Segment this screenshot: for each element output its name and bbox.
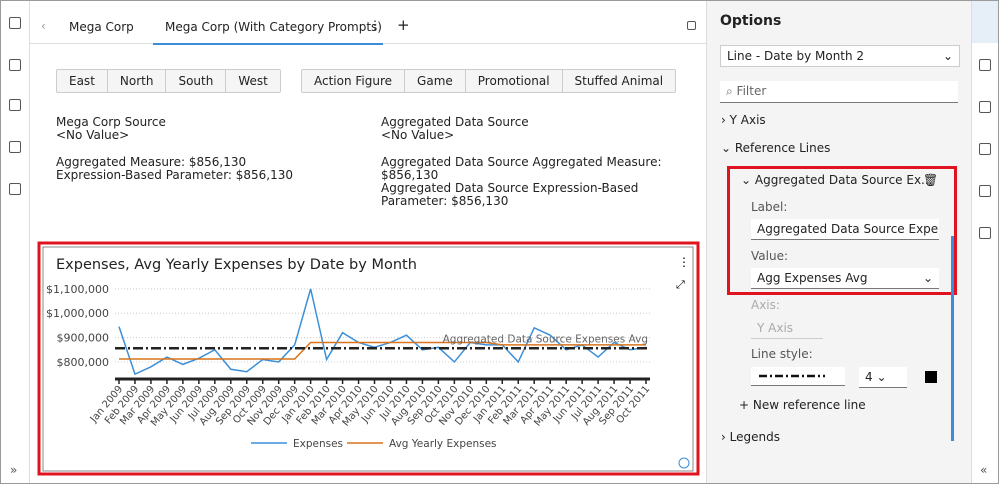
select-value: Y Axis	[757, 321, 794, 335]
section[interactable]: ⌄ Reference Lines	[721, 141, 831, 155]
filter-button[interactable]: Stuffed Animal	[574, 74, 664, 88]
idea-icon[interactable]	[9, 141, 21, 153]
region-filter: East North South West	[56, 69, 281, 93]
width-select[interactable]: 4 ⌄	[859, 367, 907, 388]
chart-expand[interactable]: ⤢	[676, 278, 685, 291]
tool-icon[interactable]	[979, 227, 991, 239]
tab-back[interactable]: ‹	[41, 19, 46, 33]
info-line: Aggregated Data Source Expression-Based …	[381, 181, 639, 208]
expand-icon[interactable]: »	[10, 463, 18, 477]
tool-icon[interactable]	[979, 59, 991, 71]
tab[interactable]: Mega Corp	[69, 20, 134, 34]
left-toolbar: »	[1, 1, 30, 483]
y-tick-label: $1,000,000	[46, 307, 109, 320]
legend-label: Avg Yearly Expenses	[389, 438, 497, 450]
report-icon[interactable]	[9, 183, 21, 195]
delete-icon[interactable]: 🗑	[923, 173, 939, 187]
filter-button[interactable]: Promotional	[466, 70, 563, 92]
tool-icon[interactable]	[979, 185, 991, 197]
options-tab[interactable]	[972, 1, 998, 43]
filter-button[interactable]: South	[166, 70, 227, 92]
color-swatch[interactable]	[925, 371, 937, 383]
series-line	[118, 288, 647, 376]
section-label: Y Axis	[729, 113, 766, 127]
add-tab[interactable]: +	[397, 16, 410, 34]
info-line: Aggregated Measure: $856,130	[56, 155, 247, 169]
value-select[interactable]: Agg Expenses Avg ⌄	[751, 268, 939, 289]
tool-icon[interactable]	[979, 101, 991, 113]
label-input[interactable]: Aggregated Data Source Expenses	[751, 219, 939, 240]
options-title: Options	[720, 13, 782, 29]
reference-header[interactable]: ⌄ Aggregated Data Source Ex...	[741, 173, 933, 187]
chart-menu[interactable]: ⋮	[678, 255, 690, 269]
section[interactable]: › Legends	[721, 430, 780, 444]
caption: Axis:	[751, 298, 780, 312]
style-select[interactable]	[751, 367, 845, 386]
category-filter: Action Figure Game Promotional Stuffed Anim…	[301, 69, 677, 93]
filter-button[interactable]: North	[108, 70, 167, 92]
info-right: Aggregated Data Source <No Value> Aggregat…	[381, 116, 691, 208]
active-tab[interactable]: Mega Corp (With Category Prompts) ⋮	[153, 1, 383, 45]
collapse-icon[interactable]: «	[980, 463, 988, 477]
list-icon[interactable]	[9, 99, 21, 111]
window-icon[interactable]	[687, 21, 696, 30]
placeholder: Filter	[736, 84, 767, 98]
y-tick-label: $900,000	[57, 332, 110, 345]
select-value: 4	[865, 370, 873, 384]
y-tick-label: $1,100,000	[46, 283, 109, 296]
info-left: Mega Corp Source <No Value> Aggregated Mea…	[56, 116, 293, 182]
info-icon[interactable]	[678, 457, 690, 469]
highlight	[727, 166, 957, 295]
legend-label: Expenses	[293, 438, 343, 450]
info-line: Aggregated Data Source	[381, 115, 529, 129]
chevron: ⌄	[922, 271, 933, 285]
caption: Line style:	[751, 347, 813, 361]
select-value: Agg Expenses Avg	[757, 271, 868, 285]
section-label: Legends	[729, 430, 780, 444]
info-line: <No Value>	[381, 128, 455, 142]
reference-name: Aggregated Data Source Ex...	[754, 173, 933, 187]
tab-bar: ‹ Mega Corp Mega Corp (With Category Pro…	[29, 1, 706, 45]
info-line: Aggregated Data Source Aggregated Measur…	[381, 155, 662, 182]
filter-button[interactable]: East	[57, 70, 108, 92]
chart-icon[interactable]	[9, 59, 21, 71]
tab-menu[interactable]: ⋮	[369, 18, 381, 32]
chart-title: Expenses, Avg Yearly Expenses by Date by…	[56, 257, 417, 273]
highlight	[37, 241, 700, 476]
style-preview	[759, 374, 825, 378]
filter-button[interactable]: West	[238, 74, 268, 88]
options-panel: Options Line - Date by Month 2 ⌄ ⌕ Filter…	[706, 1, 971, 483]
y-tick-label: $800,000	[57, 356, 110, 369]
info-line: Mega Corp Source	[56, 115, 166, 129]
chevron: ⌄	[942, 49, 953, 63]
visualization-select[interactable]: Line - Date by Month 2 ⌄	[720, 45, 960, 67]
filter-button[interactable]: Game	[405, 70, 466, 92]
add-reference-label: New reference line	[752, 398, 866, 412]
tab-label[interactable]: Mega Corp (With Category Prompts)	[165, 20, 382, 34]
tool-icon[interactable]	[979, 143, 991, 155]
filter-input[interactable]: ⌕ Filter	[720, 81, 958, 103]
section-label: Reference Lines	[734, 141, 831, 155]
data-icon[interactable]	[9, 17, 21, 29]
section[interactable]: › Y Axis	[721, 113, 766, 127]
caption: Value:	[751, 249, 788, 263]
series-line	[119, 341, 646, 360]
reference-label: Aggregated Data Source Expenses Avg	[443, 333, 648, 345]
filter-button[interactable]: Action Figure	[302, 70, 406, 92]
add-reference[interactable]: + New reference line	[739, 398, 866, 412]
chart: Expenses, Avg Yearly Expenses by Date by…	[37, 241, 700, 476]
info-line: <No Value>	[56, 128, 130, 142]
axis-select: Y Axis	[751, 318, 823, 339]
info-line: Expression-Based Parameter: $856,130	[56, 168, 294, 182]
caption: Label:	[751, 200, 788, 214]
scrollbar	[951, 236, 954, 441]
select-value: Line - Date by Month 2	[727, 49, 865, 63]
right-toolbar: «	[971, 1, 998, 483]
